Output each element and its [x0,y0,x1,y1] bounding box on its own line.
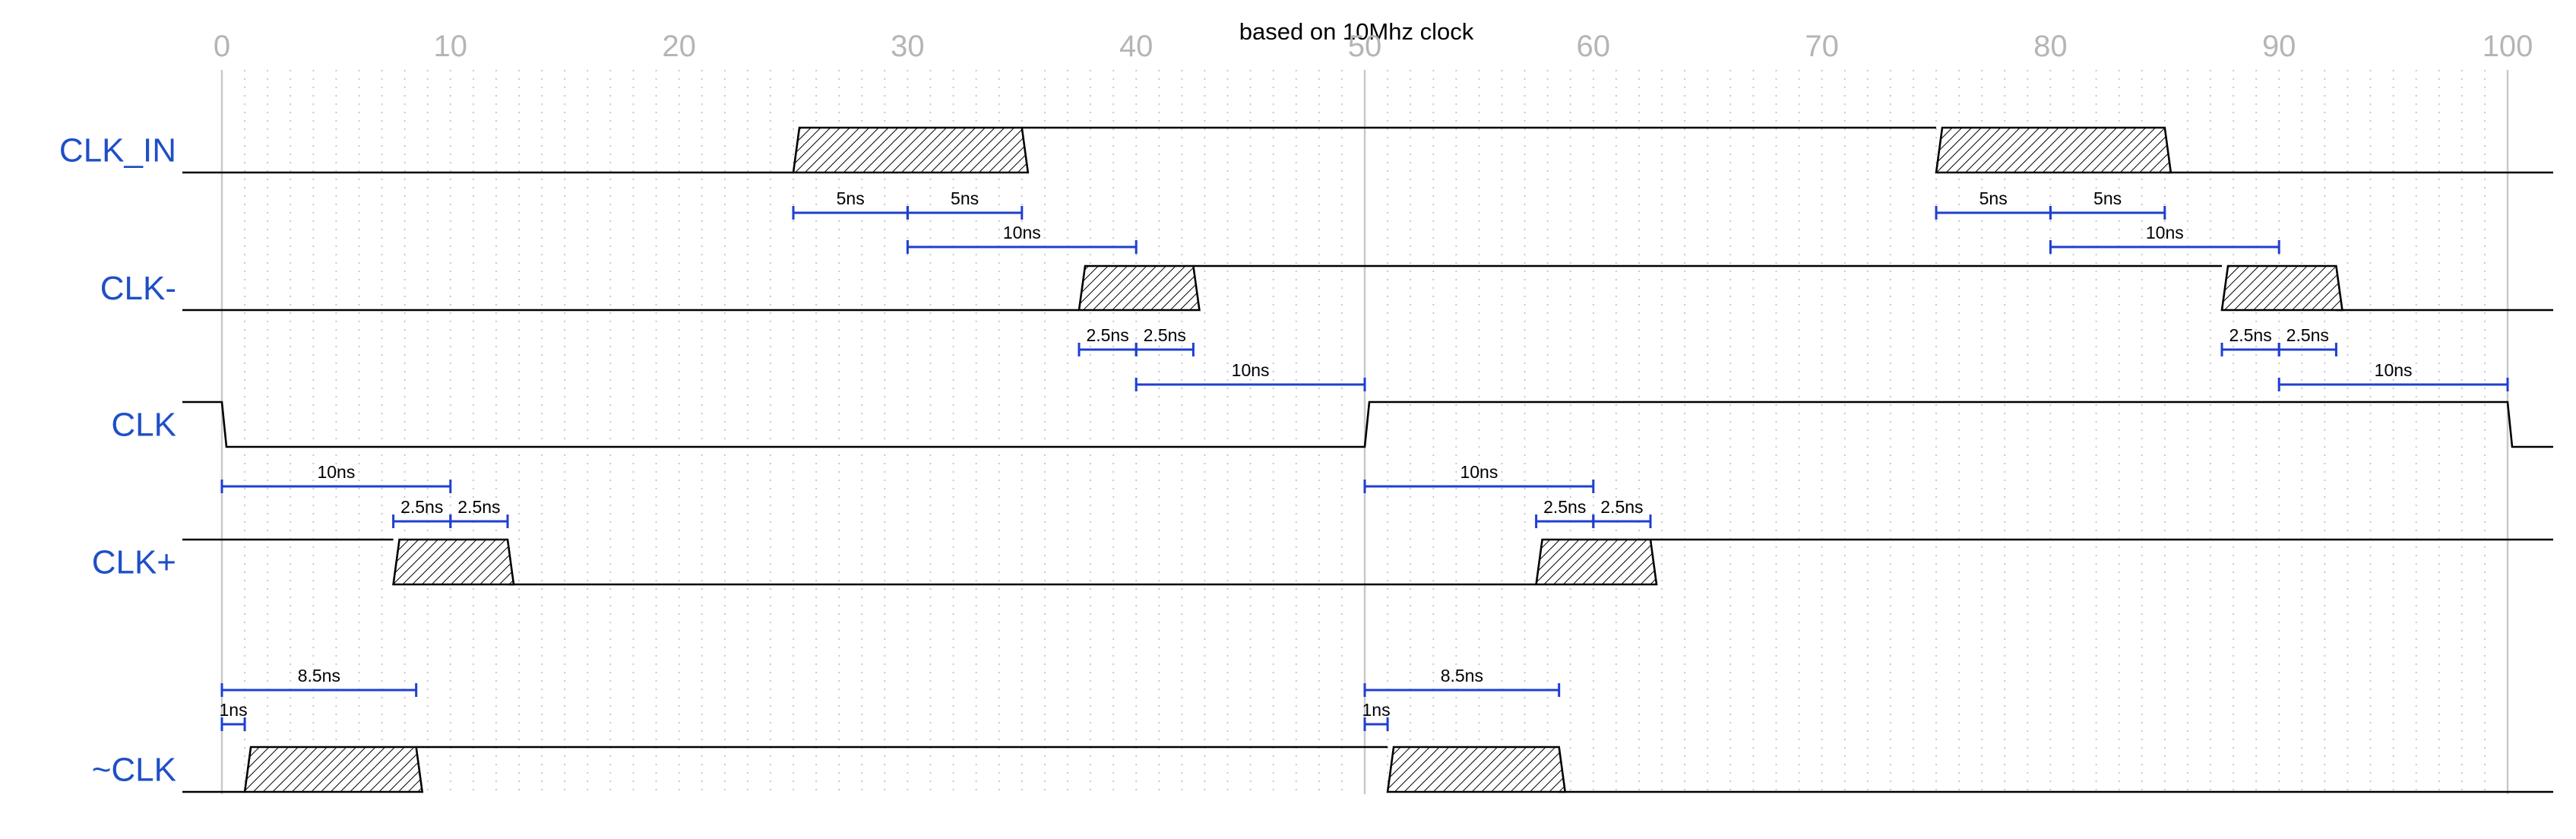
measurement-label: 2.5ns [2286,325,2329,345]
measurement: 2.5ns [2220,325,2280,356]
measurements: 5ns 5ns 10ns 5ns 5ns 10ns 2.5ns 2.5ns 10ns 2.5ns 2… [219,188,2509,731]
measurement-label: 1ns [219,700,247,720]
waveform-line [182,538,2553,586]
measurement: 5ns [792,188,909,220]
measurement-label: 2.5ns [1543,497,1586,517]
measurement: 10ns [906,223,1138,254]
measurement: 2.5ns [1535,497,1595,528]
measurement: 2.5ns [1592,497,1652,528]
time-axis: 0 10 20 30 40 50 60 70 80 90 100 [214,30,2533,63]
waveform-line [182,126,2553,174]
waveform-line [182,746,2553,793]
transition-window [1935,126,2173,174]
measurement-label: 8.5ns [298,666,340,685]
tick-label: 0 [214,30,230,63]
signal-label: CLK- [100,270,176,307]
measurement-label: 10ns [2146,223,2184,242]
measurement-label: 5ns [2093,188,2122,208]
measurement-label: 2.5ns [2229,325,2271,345]
signal-label: CLK [111,407,176,444]
measurement: 2.5ns [1078,325,1138,356]
measurement-label: 10ns [2375,360,2413,380]
measurement: 10ns [2049,223,2280,254]
measurement: 10ns [220,462,452,493]
measurement: 10ns [1363,462,1595,493]
measurement-label: 2.5ns [1144,325,1186,345]
transition-window [1386,746,1567,793]
measurement-label: 5ns [1979,188,2008,208]
transition-window [243,746,424,793]
waveforms: CLK_IN CLK- CLK CLK+ ~CLK [59,126,2553,793]
grid [220,70,2509,794]
transition-window [792,126,1030,174]
measurement-label: 8.5ns [1441,666,1483,685]
tick-label: 100 [2483,30,2533,63]
tick-label: 30 [891,30,925,63]
measurement: 10ns [2277,360,2509,391]
measurement: 8.5ns [220,666,418,697]
measurement: 5ns [2049,188,2166,220]
signal-label: ~CLK [92,752,176,789]
measurement-label: 10ns [1232,360,1270,380]
tick-label: 70 [1805,30,1839,63]
measurement: 2.5ns [1135,325,1195,356]
measurement: 2.5ns [449,497,509,528]
waveform-line [182,401,2553,448]
tick-label: 20 [662,30,696,63]
measurement: 10ns [1135,360,1366,391]
measurement-label: 2.5ns [457,497,500,517]
tick-label: 90 [2262,30,2296,63]
tick-label: 40 [1119,30,1154,63]
measurement: 1ns [1362,700,1391,731]
signal-label: CLK+ [92,544,176,581]
measurement-label: 1ns [1362,700,1390,720]
transition-window [392,538,515,586]
measurement: 2.5ns [2277,325,2337,356]
measurement: 1ns [219,700,248,731]
measurement-label: 2.5ns [1600,497,1643,517]
measurement-label: 2.5ns [1086,325,1128,345]
measurement: 2.5ns [392,497,452,528]
transition-window [1535,538,1658,586]
waveform-line [182,264,2553,312]
measurement-label: 5ns [951,188,979,208]
measurement-label: 10ns [317,462,355,482]
diagram-title: based on 10Mhz clock [1239,18,1474,45]
measurement-label: 10ns [1003,223,1041,242]
tick-label: 80 [2033,30,2068,63]
transition-window [2220,264,2343,312]
measurement-label: 5ns [837,188,865,208]
signal-label: CLK_IN [59,132,176,169]
transition-window [1078,264,1201,312]
measurement: 5ns [906,188,1024,220]
measurement: 8.5ns [1363,666,1561,697]
measurement-label: 10ns [1460,462,1498,482]
tick-label: 10 [434,30,468,63]
measurement-label: 2.5ns [400,497,443,517]
tick-label: 60 [1577,30,1611,63]
measurement: 5ns [1935,188,2052,220]
tick-label: 50 [1348,30,1382,63]
